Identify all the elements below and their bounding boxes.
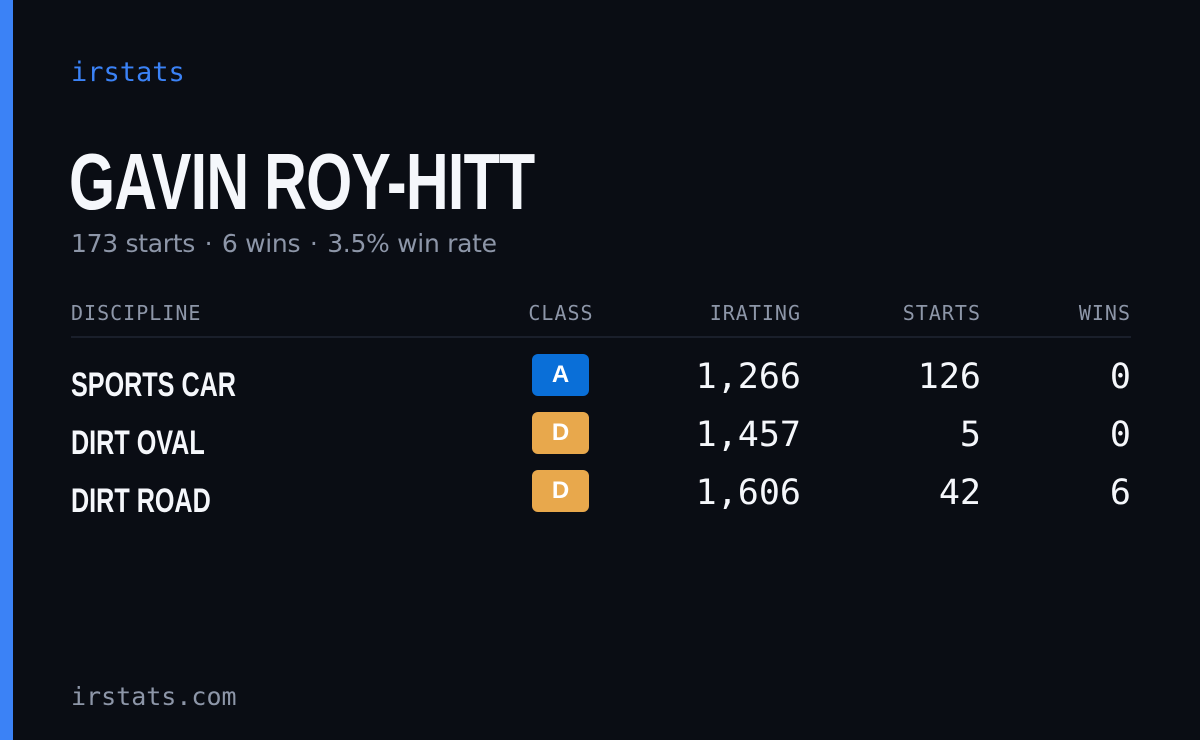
separator: ·	[309, 229, 318, 258]
column-header-discipline: DISCIPLINE	[71, 301, 202, 325]
separator: ·	[204, 229, 213, 258]
class-badge: D	[532, 470, 589, 512]
table-header: DISCIPLINE CLASS IRATING STARTS WINS	[71, 296, 1131, 338]
total-wins: 6 wins	[221, 229, 301, 258]
column-header-class: CLASS	[528, 301, 594, 325]
accent-bar	[0, 0, 13, 740]
driver-summary: 173 starts · 6 wins · 3.5% win rate	[71, 227, 497, 261]
wins-value: 0	[1109, 357, 1131, 397]
wins-value: 6	[1109, 473, 1131, 513]
class-badge: D	[532, 412, 589, 454]
table-row: DIRT ROAD D 1,606 42 6	[71, 470, 1131, 528]
driver-name: GAVIN ROY-HITT	[69, 137, 535, 226]
starts-value: 42	[938, 473, 981, 513]
brand-logo[interactable]: irstats	[71, 57, 185, 88]
starts-value: 126	[917, 357, 981, 397]
starts-value: 5	[959, 415, 981, 455]
discipline-name: DIRT ROAD	[71, 482, 211, 520]
irating-value: 1,457	[695, 415, 801, 455]
win-rate: 3.5% win rate	[327, 229, 497, 258]
column-header-irating: IRATING	[709, 301, 801, 325]
table-row: DIRT OVAL D 1,457 5 0	[71, 412, 1131, 470]
discipline-name: DIRT OVAL	[71, 424, 205, 462]
wins-value: 0	[1109, 415, 1131, 455]
footer-url[interactable]: irstats.com	[71, 682, 237, 711]
column-header-wins: WINS	[1078, 301, 1131, 325]
class-badge: A	[532, 354, 589, 396]
irating-value: 1,606	[695, 473, 801, 513]
total-starts: 173 starts	[71, 229, 195, 258]
column-header-starts: STARTS	[902, 301, 981, 325]
irating-value: 1,266	[695, 357, 801, 397]
table-row: SPORTS CAR A 1,266 126 0	[71, 354, 1131, 412]
discipline-name: SPORTS CAR	[71, 366, 236, 404]
license-table: DISCIPLINE CLASS IRATING STARTS WINS SPO…	[71, 296, 1131, 520]
